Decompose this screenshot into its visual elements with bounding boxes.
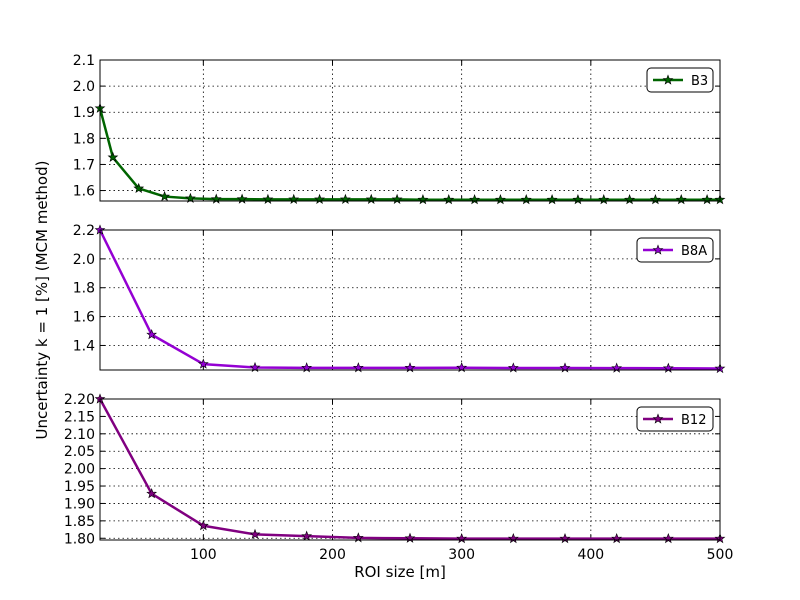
data-point xyxy=(210,193,222,204)
panel-3: 1.801.85 1.901.952.00 2.052.10 2.152.20 100 2… xyxy=(64,392,734,563)
data-point xyxy=(146,328,158,340)
y-tick-label: 2.1 xyxy=(73,53,95,69)
y-tick-label: 2.20 xyxy=(64,392,95,408)
panel-1: 1.6 1.7 1.8 1.9 2.0 2.1 B3 xyxy=(73,53,726,205)
y-tick-label: 2.2 xyxy=(73,223,95,239)
data-point xyxy=(520,194,532,205)
plot-frame xyxy=(99,59,721,202)
data-point xyxy=(624,194,635,205)
data-point xyxy=(495,194,506,205)
legend-marker xyxy=(652,413,664,424)
x-tick-label: 300 xyxy=(448,547,475,563)
plot-frame xyxy=(99,398,721,541)
x-axis-label: ROI size [m] xyxy=(354,563,446,581)
data-point xyxy=(611,532,623,544)
y-tick-label: 1.90 xyxy=(64,496,95,512)
y-tick-label: 2.10 xyxy=(64,427,95,443)
y-tick-label: 2.0 xyxy=(73,252,95,268)
data-point xyxy=(662,362,674,373)
y-tick-label: 1.7 xyxy=(73,157,95,173)
data-point xyxy=(314,193,325,205)
data-point xyxy=(133,182,145,194)
legend-box xyxy=(636,406,714,432)
y-tick-label: 2.15 xyxy=(64,409,95,425)
data-point xyxy=(611,362,623,373)
data-point xyxy=(404,532,416,543)
data-point xyxy=(443,194,455,205)
data-point xyxy=(662,532,674,544)
data-point xyxy=(417,194,429,205)
legend-marker xyxy=(652,244,664,255)
series-line-b3 xyxy=(98,107,720,201)
data-point xyxy=(507,532,519,544)
legend: B12 xyxy=(636,406,714,432)
legend-label: B3 xyxy=(691,74,708,89)
y-tick-label: 1.6 xyxy=(73,184,95,200)
x-tick-label: 400 xyxy=(577,547,604,563)
y-tick-label: 1.95 xyxy=(64,479,95,495)
y-tick-label: 1.9 xyxy=(73,105,95,121)
data-point xyxy=(197,358,209,369)
y-tick-label: 2.00 xyxy=(64,462,95,478)
data-point xyxy=(340,193,351,205)
data-point xyxy=(546,194,558,205)
series-line-b8a xyxy=(98,229,721,370)
legend: B8A xyxy=(636,237,714,263)
y-tick-label: 1.8 xyxy=(73,281,95,297)
x-tick-label: 100 xyxy=(190,547,217,563)
y-tick-label: 1.80 xyxy=(64,531,95,547)
data-point xyxy=(197,520,209,531)
data-point xyxy=(701,194,713,205)
data-point xyxy=(559,532,571,544)
legend: B3 xyxy=(646,67,714,93)
data-point xyxy=(146,488,158,499)
y-axis-label: Uncertainty k = 1 [%] (MCM method) xyxy=(33,161,51,440)
y-tick-label: 2.0 xyxy=(73,79,95,95)
plot-frame xyxy=(99,229,721,371)
data-point xyxy=(262,193,274,205)
data-point xyxy=(675,194,687,205)
data-point xyxy=(365,193,377,205)
data-point xyxy=(559,362,571,373)
chart-panels: 1.61.71.81.92.02.1B31.41.61.82.02.2B8A1.… xyxy=(64,53,734,563)
data-point xyxy=(572,194,584,205)
data-point xyxy=(159,190,170,202)
data-point xyxy=(301,530,313,541)
data-point xyxy=(650,194,661,205)
data-point xyxy=(598,194,610,205)
x-tick-label: 500 xyxy=(707,547,734,563)
y-tick-label: 1.6 xyxy=(73,310,95,326)
data-point xyxy=(288,193,300,205)
y-tick-label: 1.4 xyxy=(73,338,95,354)
legend-marker xyxy=(662,74,674,85)
legend-label: B12 xyxy=(681,413,706,428)
x-tick-label: 200 xyxy=(319,547,346,563)
y-tick-label: 1.85 xyxy=(64,514,95,530)
data-point xyxy=(236,193,248,204)
data-point xyxy=(507,362,519,373)
panel-2: 1.4 1.6 1.8 2.0 2.2 B8A xyxy=(73,223,726,374)
y-tick-label: 1.8 xyxy=(73,131,95,147)
data-point xyxy=(249,528,261,540)
y-tick-label: 2.05 xyxy=(64,444,95,460)
data-point xyxy=(107,151,119,162)
data-point xyxy=(469,194,480,205)
data-point xyxy=(185,192,196,203)
legend-label: B8A xyxy=(681,244,707,259)
data-point xyxy=(456,532,468,544)
data-point xyxy=(391,193,403,205)
legend-box xyxy=(636,237,714,263)
